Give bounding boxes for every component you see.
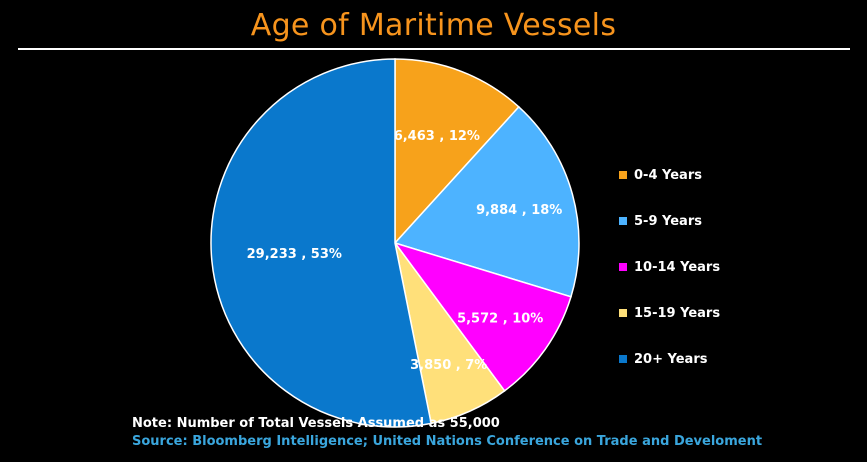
- legend-item: 10-14 Years: [619, 244, 720, 290]
- legend-item: 15-19 Years: [619, 290, 720, 336]
- data-label: 5,572 , 10%: [457, 311, 543, 326]
- legend-swatch: [619, 217, 627, 225]
- chart-source: Source: Bloomberg Intelligence; United N…: [132, 434, 763, 449]
- slice-20-plus-years: [210, 58, 433, 428]
- legend-swatch: [619, 263, 627, 271]
- data-label: 29,233 , 53%: [247, 247, 342, 262]
- legend-item: 5-9 Years: [619, 198, 720, 244]
- data-label: 6,463 , 12%: [394, 129, 480, 144]
- slice-10-14-years: [393, 241, 572, 392]
- chart-legend: 0-4 Years 5-9 Years 10-14 Years 15-19 Ye…: [619, 152, 720, 382]
- legend-label: 5-9 Years: [634, 213, 702, 229]
- legend-swatch: [619, 171, 627, 179]
- data-label: 3,850 , 7%: [410, 358, 487, 373]
- legend-swatch: [619, 355, 627, 363]
- legend-item: 20+ Years: [619, 336, 720, 382]
- data-label: 9,884 , 18%: [476, 203, 562, 218]
- legend-label: 10-14 Years: [634, 259, 721, 275]
- chart-note: Note: Number of Total Vessels Assumed as…: [132, 416, 500, 431]
- title-divider: [18, 48, 850, 50]
- slice-5-9-years: [393, 105, 580, 298]
- legend-swatch: [619, 309, 627, 317]
- legend-item: 0-4 Years: [619, 152, 720, 198]
- slice-0-4-years: [394, 58, 520, 245]
- legend-label: 15-19 Years: [634, 305, 721, 321]
- chart-title: Age of Maritime Vessels: [250, 8, 617, 43]
- legend-label: 20+ Years: [634, 351, 708, 367]
- legend-label: 0-4 Years: [634, 167, 702, 183]
